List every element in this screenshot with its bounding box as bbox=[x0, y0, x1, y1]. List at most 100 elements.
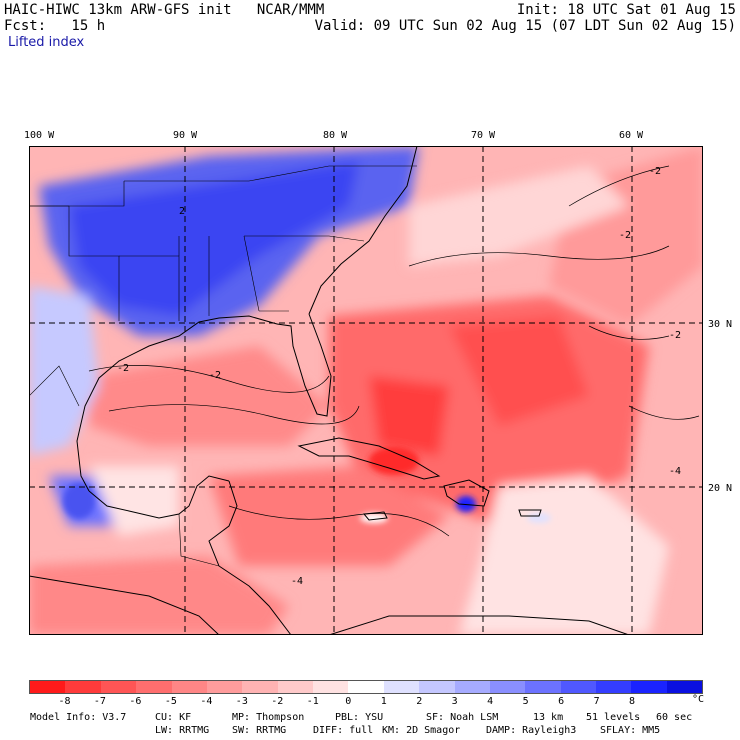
light-region-southeast bbox=[459, 476, 669, 635]
contour-label: -4 bbox=[669, 466, 681, 477]
vertical-levels: 51 levels bbox=[586, 712, 641, 723]
light-blob-jamaica bbox=[360, 513, 388, 523]
surface-layer: SFLAY: MM5 bbox=[600, 725, 661, 736]
colorbar-swatch bbox=[348, 681, 384, 693]
colorbar-label: -8 bbox=[58, 696, 71, 707]
colorbar-swatch bbox=[100, 681, 137, 693]
contour-line-1 bbox=[88, 365, 330, 393]
colorbar-swatch bbox=[313, 681, 349, 693]
border-state-4 bbox=[243, 235, 260, 312]
valid-time: Valid: 09 UTC Sun 02 Aug 15 (07 LDT Sun … bbox=[314, 18, 736, 34]
contour-label: -2 bbox=[669, 330, 681, 341]
microphysics-scheme: MP: Thompson bbox=[232, 712, 305, 723]
model-info: Model Info: V3.7 bbox=[30, 712, 127, 723]
central-america bbox=[218, 565, 292, 635]
hispaniola bbox=[443, 479, 490, 507]
gulf-coast bbox=[76, 315, 278, 492]
colorbar-label: 7 bbox=[593, 696, 600, 707]
graticule bbox=[29, 146, 703, 635]
contour-label: -2 bbox=[619, 230, 631, 241]
colorbar bbox=[29, 680, 703, 694]
contour-label: -2 bbox=[209, 370, 221, 381]
surface-scheme: SF: Noah LSM bbox=[426, 712, 499, 723]
colorbar-label: -2 bbox=[271, 696, 284, 707]
colorbar-swatch bbox=[631, 681, 667, 693]
contour-lines bbox=[88, 165, 700, 537]
contour-label: -2 bbox=[649, 166, 661, 177]
colorbar-swatch bbox=[525, 681, 561, 693]
lon-label-100w: 100 W bbox=[24, 130, 55, 141]
resolution: 13 km bbox=[533, 712, 564, 723]
border-state-6 bbox=[29, 181, 125, 207]
state-borders bbox=[29, 165, 417, 567]
red-region-south bbox=[29, 556, 289, 635]
contour-label: -2 bbox=[117, 363, 129, 374]
colorbar-label: 1 bbox=[380, 696, 387, 707]
contour-line-2 bbox=[108, 404, 360, 425]
contour-line-6 bbox=[228, 505, 450, 537]
shortwave-scheme: SW: RRTMG bbox=[232, 725, 287, 736]
colorbar-swatch bbox=[489, 681, 526, 693]
deep-red-cuba bbox=[369, 447, 419, 475]
mexico-pacific bbox=[29, 575, 220, 635]
field-details bbox=[63, 447, 551, 523]
colorbar-swatch bbox=[666, 681, 703, 693]
colorbar-swatch bbox=[383, 681, 420, 693]
blue-region-core bbox=[69, 161, 359, 316]
puerto-rico bbox=[518, 509, 542, 517]
lon-label-80w: 80 W bbox=[323, 130, 348, 141]
colorbar-swatch bbox=[277, 681, 313, 693]
jamaica bbox=[363, 511, 388, 521]
colorbar-label: -6 bbox=[129, 696, 142, 707]
colorbar-swatch bbox=[419, 681, 455, 693]
diffusion: DIFF: full bbox=[313, 725, 374, 736]
colorbar-label: -4 bbox=[200, 696, 213, 707]
florida bbox=[276, 313, 332, 417]
colorbar-label: -3 bbox=[235, 696, 248, 707]
colorbar-label: 0 bbox=[345, 696, 352, 707]
deep-red-atlantic bbox=[449, 316, 589, 426]
blue-blob-mexico bbox=[63, 483, 95, 519]
model-title: HAIC-HIWC 13km ARW-GFS init NCAR/MMM bbox=[4, 2, 325, 18]
border-state-7 bbox=[124, 165, 417, 182]
timestep: 60 sec bbox=[656, 712, 693, 723]
colorbar-swatch bbox=[65, 681, 101, 693]
contour-line-4 bbox=[588, 325, 670, 340]
contour-line-7 bbox=[568, 165, 670, 207]
field-name: Lifted index bbox=[8, 35, 85, 50]
colorbar-label: 2 bbox=[416, 696, 423, 707]
colorbar-label: 6 bbox=[558, 696, 565, 707]
lat-label-30n: 30 N bbox=[708, 319, 733, 330]
south-america bbox=[328, 615, 630, 635]
light-band-northeast bbox=[409, 166, 629, 266]
colorbar-swatch bbox=[242, 681, 278, 693]
contour-line-5 bbox=[628, 405, 700, 420]
colorbar-labels: -8 -7 -6 -5 -4 -3 -2 -1 0 1 2 3 4 5 6 7 8 bbox=[29, 696, 703, 708]
colorbar-label: 5 bbox=[522, 696, 529, 707]
border-central-america bbox=[178, 513, 220, 567]
border-mexico bbox=[29, 365, 80, 407]
colorbar-swatch bbox=[171, 681, 207, 693]
contour-label: -4 bbox=[291, 576, 303, 587]
init-time: Init: 18 UTC Sat 01 Aug 15 bbox=[516, 2, 736, 18]
colorbar-label: -1 bbox=[306, 696, 319, 707]
pbl-scheme: PBL: YSU bbox=[335, 712, 384, 723]
deep-red-bahamas bbox=[369, 376, 449, 456]
colorbar-label: -5 bbox=[164, 696, 177, 707]
lon-label-90w: 90 W bbox=[173, 130, 198, 141]
lat-label-20n: 20 N bbox=[708, 483, 733, 494]
longwave-scheme: LW: RRTMG bbox=[155, 725, 210, 736]
field-shading bbox=[29, 146, 703, 635]
damping-option: DAMP: Rayleigh3 bbox=[486, 725, 577, 736]
contour-line-3 bbox=[408, 245, 670, 267]
lifted-index-map: -2 -2 -2 -2 -2 -4 -4 2 bbox=[29, 146, 703, 635]
km-option: KM: 2D Smagor bbox=[382, 725, 461, 736]
colorbar-swatch bbox=[596, 681, 632, 693]
light-region-mexico-plateau bbox=[89, 466, 179, 536]
border-state-9 bbox=[328, 235, 365, 242]
colorbar-label: -7 bbox=[93, 696, 106, 707]
us-east-coast bbox=[308, 146, 418, 315]
colorbar-unit: °C bbox=[692, 694, 705, 705]
red-region-caribbean bbox=[209, 466, 449, 566]
colorbar-swatch bbox=[30, 681, 66, 693]
